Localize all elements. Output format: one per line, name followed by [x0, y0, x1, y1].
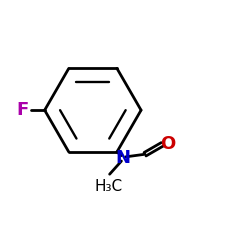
Text: F: F	[17, 101, 29, 119]
Text: N: N	[116, 149, 131, 167]
Text: O: O	[160, 135, 175, 153]
Text: H₃C: H₃C	[94, 179, 122, 194]
